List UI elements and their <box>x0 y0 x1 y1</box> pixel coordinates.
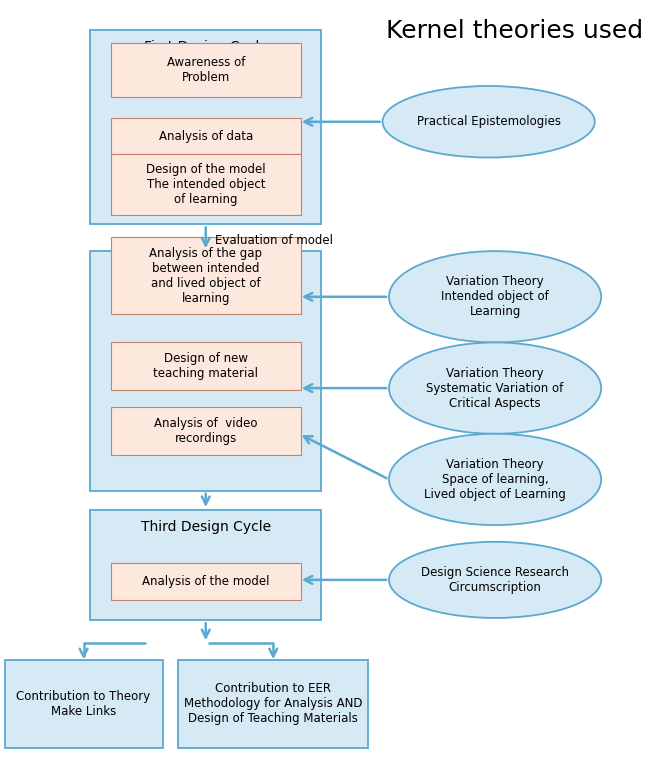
Text: Analysis of the model: Analysis of the model <box>142 575 269 588</box>
Text: Contribution to EER
Methodology for Analysis AND
Design of Teaching Materials: Contribution to EER Methodology for Anal… <box>184 683 363 725</box>
FancyBboxPatch shape <box>90 251 321 491</box>
FancyBboxPatch shape <box>111 407 301 455</box>
Text: Practical Epistemologies: Practical Epistemologies <box>417 115 560 129</box>
Ellipse shape <box>389 542 601 618</box>
Text: Evaluation of model: Evaluation of model <box>215 234 333 247</box>
FancyBboxPatch shape <box>90 30 321 224</box>
Text: Second Design Cycle: Second Design Cycle <box>133 261 279 275</box>
Text: Analysis of  video
recordings: Analysis of video recordings <box>154 417 257 445</box>
Text: Awareness of
Problem: Awareness of Problem <box>166 56 245 84</box>
FancyBboxPatch shape <box>111 563 301 600</box>
Text: Variation Theory
Intended object of
Learning: Variation Theory Intended object of Lear… <box>442 275 549 318</box>
Text: Kernel theories used: Kernel theories used <box>386 19 643 43</box>
Text: Variation Theory
Systematic Variation of
Critical Aspects: Variation Theory Systematic Variation of… <box>426 367 564 409</box>
Ellipse shape <box>389 342 601 434</box>
FancyBboxPatch shape <box>111 154 301 215</box>
FancyBboxPatch shape <box>111 118 301 154</box>
FancyBboxPatch shape <box>5 660 163 748</box>
FancyBboxPatch shape <box>111 43 301 97</box>
Ellipse shape <box>389 251 601 342</box>
Text: Analysis of data: Analysis of data <box>158 129 253 143</box>
Text: Design Science Research
Circumscription: Design Science Research Circumscription <box>421 566 569 594</box>
Text: Design of the model
The intended object
of learning: Design of the model The intended object … <box>146 163 266 206</box>
Text: Design of new
teaching material: Design of new teaching material <box>153 352 259 380</box>
Ellipse shape <box>383 86 595 158</box>
FancyBboxPatch shape <box>111 342 301 390</box>
Ellipse shape <box>389 434 601 525</box>
FancyBboxPatch shape <box>111 237 301 314</box>
Text: Variation Theory
Space of learning,
Lived object of Learning: Variation Theory Space of learning, Live… <box>424 458 566 501</box>
FancyBboxPatch shape <box>90 510 321 620</box>
Text: Contribution to Theory
Make Links: Contribution to Theory Make Links <box>17 690 151 718</box>
Text: First Design Cycle: First Design Cycle <box>144 40 268 54</box>
FancyBboxPatch shape <box>178 660 369 748</box>
Text: Analysis of the gap
between intended
and lived object of
learning: Analysis of the gap between intended and… <box>149 247 263 305</box>
Text: Third Design Cycle: Third Design Cycle <box>141 520 271 533</box>
